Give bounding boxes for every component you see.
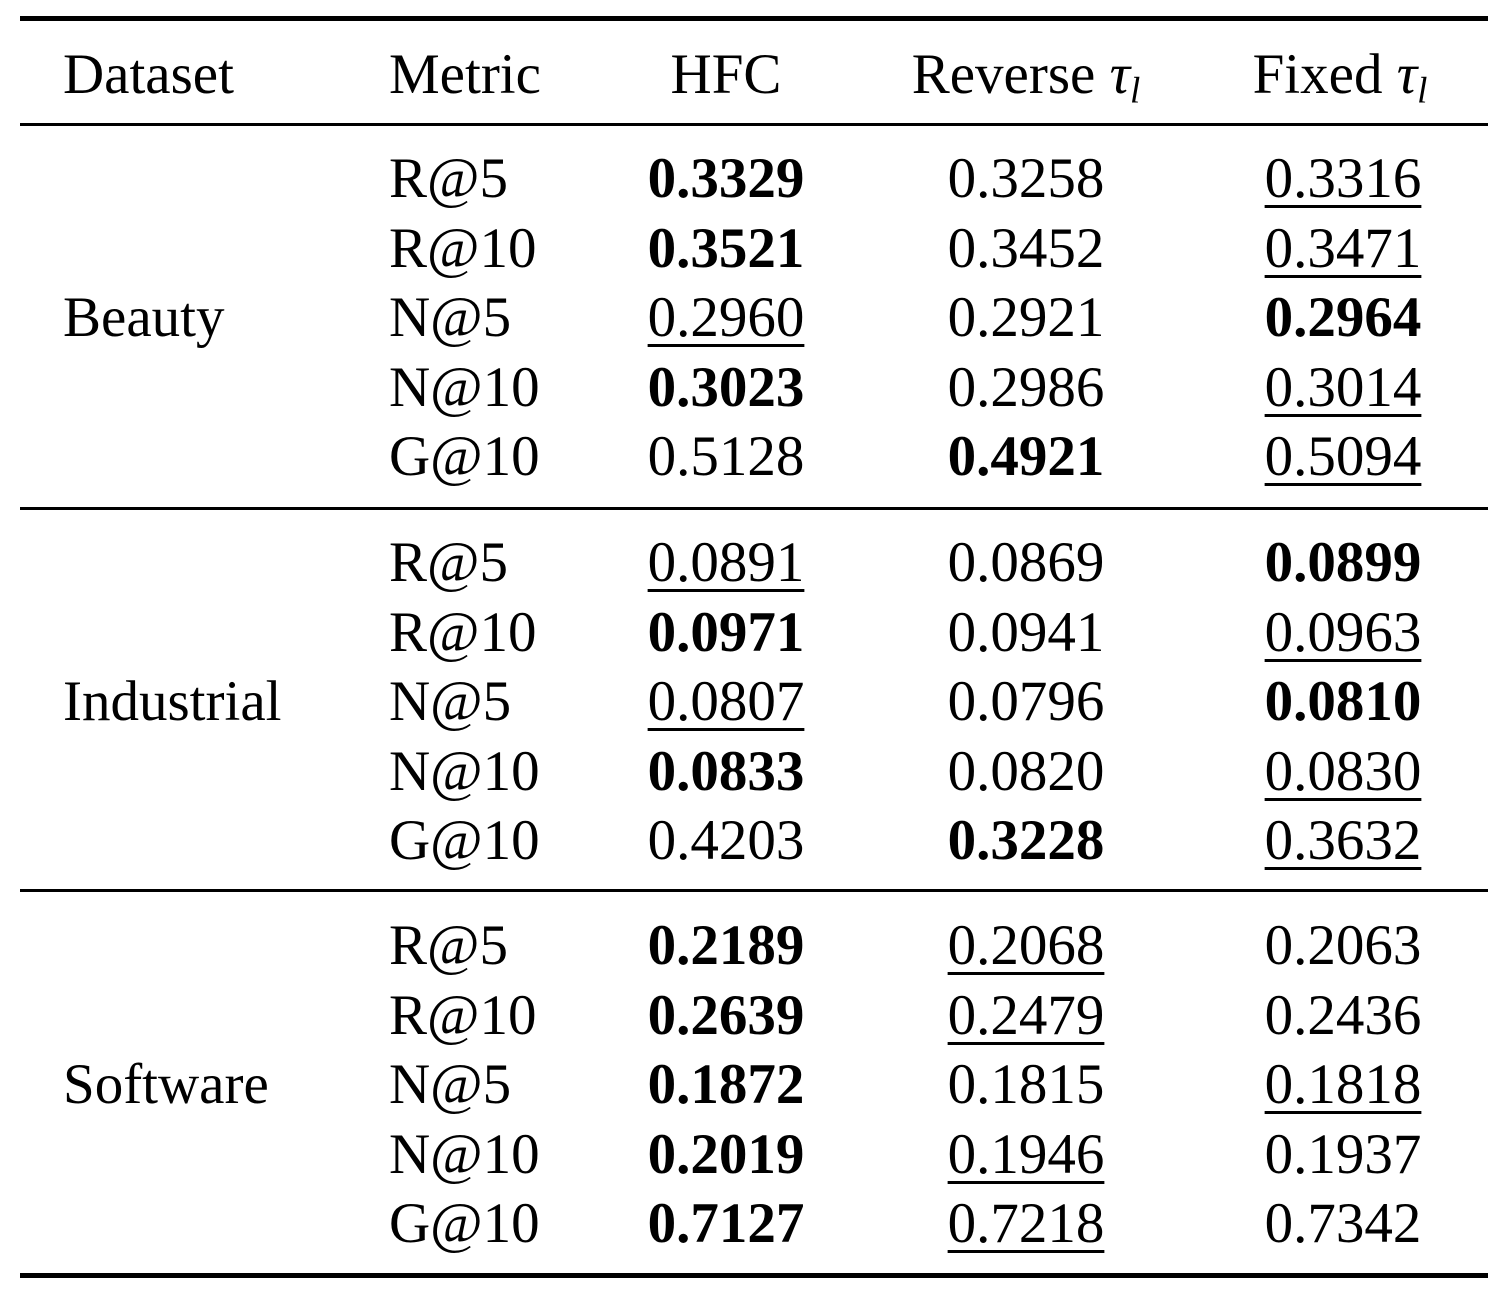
metric-label: R@10 [389, 216, 537, 280]
header-rule [20, 123, 1488, 126]
metric-label: N@5 [389, 1053, 512, 1116]
fix-value-cell: 0.3632 [1264, 809, 1422, 872]
rev-value-cell: 0.2921 [947, 286, 1105, 349]
rev-value-cell: 0.7218 [947, 1192, 1105, 1255]
rev-value-cell: 0.2479 [947, 983, 1105, 1047]
metric-label: N@5 [389, 670, 512, 733]
header-dataset: Dataset [63, 43, 234, 106]
rev-value-cell: 0.2068 [947, 914, 1105, 977]
hfc-value-cell: 0.1872 [647, 1053, 805, 1116]
fix-value-cell: 0.2964 [1264, 286, 1422, 349]
rev-value-cell: 0.0796 [947, 670, 1105, 733]
fix-value-cell: 0.3471 [1264, 216, 1422, 280]
tau-symbol: τl [1396, 43, 1428, 112]
hfc-value-cell: 0.0807 [647, 670, 805, 733]
fix-value-cell: 0.7342 [1264, 1192, 1422, 1255]
header-reverse-label: Reverse [911, 43, 1096, 106]
fix-value-cell: 0.0963 [1264, 600, 1422, 664]
group-divider-2 [20, 889, 1488, 892]
fix-value-cell: 0.5094 [1264, 425, 1422, 488]
rev-value-cell: 0.3228 [947, 809, 1105, 872]
rev-value-cell: 0.1946 [947, 1122, 1105, 1186]
fix-value-cell: 0.3316 [1264, 147, 1422, 210]
dataset-name: Industrial [63, 670, 282, 733]
metric-label: R@5 [389, 147, 509, 210]
metric-label: R@10 [389, 983, 537, 1047]
fix-value-cell: 0.2063 [1264, 914, 1422, 977]
hfc-value-cell: 0.3023 [647, 355, 805, 419]
header-reverse-tau: Reverse τl [912, 46, 1141, 109]
fix-value-cell: 0.2436 [1264, 983, 1422, 1047]
rev-value-cell: 0.2986 [947, 355, 1105, 419]
rev-value-cell: 0.1815 [947, 1053, 1105, 1116]
tau-symbol: τl [1109, 43, 1141, 112]
rev-value-cell: 0.3258 [947, 147, 1105, 210]
hfc-value-cell: 0.7127 [647, 1192, 805, 1255]
fix-value-cell: 0.0810 [1264, 670, 1422, 733]
metric-label: R@5 [389, 531, 509, 594]
header-fixed-label: Fixed [1252, 43, 1383, 106]
metric-label: G@10 [389, 1192, 540, 1255]
hfc-value-cell: 0.4203 [647, 809, 805, 872]
metric-label: N@10 [389, 739, 540, 803]
hfc-value-cell: 0.2019 [647, 1122, 805, 1186]
metric-label: G@10 [389, 809, 540, 872]
hfc-value-cell: 0.0833 [647, 739, 805, 803]
hfc-value-cell: 0.0971 [647, 600, 805, 664]
metric-label: N@10 [389, 355, 540, 419]
header-fixed-tau: Fixed τl [1253, 46, 1428, 109]
hfc-value-cell: 0.0891 [647, 531, 805, 594]
fix-value-cell: 0.0899 [1264, 531, 1422, 594]
metric-label: N@10 [389, 1122, 540, 1186]
fix-value-cell: 0.0830 [1264, 739, 1422, 803]
rev-value-cell: 0.0820 [947, 739, 1105, 803]
metric-label: R@10 [389, 600, 537, 664]
dataset-name: Beauty [63, 286, 225, 349]
hfc-value-cell: 0.3329 [647, 147, 805, 210]
fix-value-cell: 0.3014 [1264, 355, 1422, 419]
metric-label: N@5 [389, 286, 512, 349]
metric-label: R@5 [389, 914, 509, 977]
hfc-value-cell: 0.2639 [647, 983, 805, 1047]
header-hfc: HFC [670, 43, 782, 106]
top-rule [20, 16, 1488, 21]
hfc-value-cell: 0.2189 [647, 914, 805, 977]
dataset-name: Software [63, 1053, 269, 1116]
fix-value-cell: 0.1818 [1264, 1053, 1422, 1116]
hfc-value-cell: 0.5128 [647, 425, 805, 488]
rev-value-cell: 0.4921 [947, 425, 1105, 488]
header-metric: Metric [389, 43, 541, 106]
rev-value-cell: 0.0869 [947, 531, 1105, 594]
rev-value-cell: 0.3452 [947, 216, 1105, 280]
rev-value-cell: 0.0941 [947, 600, 1105, 664]
metric-label: G@10 [389, 425, 540, 488]
fix-value-cell: 0.1937 [1264, 1122, 1422, 1186]
group-divider-1 [20, 507, 1488, 510]
bottom-rule [20, 1273, 1488, 1278]
hfc-value-cell: 0.3521 [647, 216, 805, 280]
hfc-value-cell: 0.2960 [647, 286, 805, 349]
